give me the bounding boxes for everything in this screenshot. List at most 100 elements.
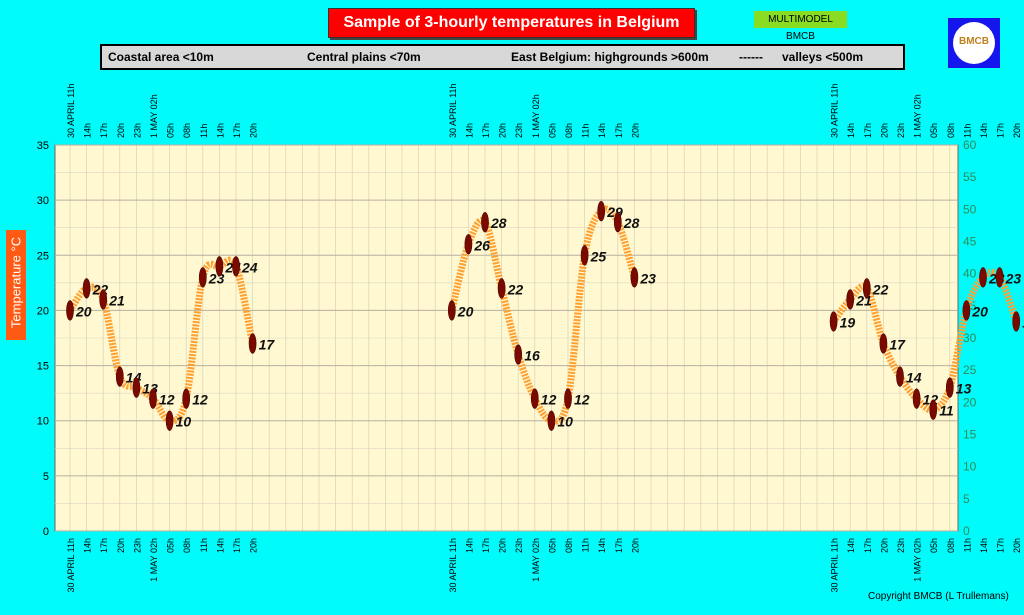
copyright-text: Copyright BMCB (L Trullemans) [868,591,1009,602]
y-left-tick-label: 5 [43,471,49,483]
y-right-tick-label: 55 [963,170,977,184]
y-left-tick-label: 0 [43,526,49,538]
data-point-marker [829,311,838,332]
time-tick-label-bottom: 14h [83,538,93,553]
time-tick-label-top: 20h [630,123,640,138]
y-right-tick-label: 45 [963,235,977,249]
time-tick-label-top: 30 APRIL 11h [830,83,840,138]
time-tick-label-top: 17h [232,123,242,138]
data-point-marker [613,211,622,233]
time-tick-label-top: 20h [1012,123,1022,138]
y-right-tick-label: 60 [963,138,977,152]
time-tick-label-bottom: 20h [249,538,259,553]
region-east-highgrounds: East Belgium: highgrounds >600m [511,50,709,64]
time-tick-label-bottom: 20h [879,538,889,553]
data-point-marker [530,388,539,409]
data-value-label: 12 [541,392,557,408]
y-left-tick-label: 25 [37,250,49,262]
data-value-label: 19 [1022,314,1024,330]
y-right-tick-label: 10 [963,460,977,474]
time-tick-label-bottom: 1 MAY 02h [149,538,159,582]
time-tick-label-top: 1 MAY 02h [149,94,159,138]
data-point-marker [929,399,938,420]
data-point-marker [497,278,506,299]
y-right-tick-label: 0 [963,524,970,538]
time-tick-label-top: 14h [83,123,93,138]
data-value-label: 12 [574,392,590,408]
time-tick-label-bottom: 08h [182,538,192,553]
data-point-marker [198,267,207,288]
time-tick-label-top: 17h [481,123,491,138]
time-tick-label-bottom: 23h [132,538,142,553]
time-tick-label-top: 05h [166,123,176,138]
time-tick-label-bottom: 17h [614,538,624,553]
y-right-tick-label: 15 [963,428,977,442]
time-tick-label-top: 1 MAY 02h [531,94,541,138]
data-point-marker [464,234,473,255]
data-value-label: 11 [939,403,954,419]
time-tick-label-bottom: 05h [547,538,557,553]
logo-text: BMCB [959,36,989,47]
time-tick-label-top: 20h [116,123,126,138]
time-tick-label-bottom: 23h [896,538,906,553]
time-tick-label-bottom: 20h [116,538,126,553]
time-tick-label-top: 17h [614,123,624,138]
time-tick-label-top: 23h [896,123,906,138]
data-value-label: 20 [971,303,988,319]
data-value-label: 13 [956,381,972,397]
data-point-marker [896,366,904,387]
time-tick-label-top: 05h [929,123,939,138]
data-point-marker [979,267,987,288]
data-value-label: 22 [507,281,524,297]
region-coastal: Coastal area <10m [108,50,214,64]
y-right-tick-label: 20 [963,395,977,409]
time-tick-label-top: 14h [846,123,856,138]
y-right-tick-label: 50 [963,202,977,216]
data-point-marker [846,289,855,310]
data-value-label: 28 [490,215,507,231]
bmcb-logo: BMCB [948,18,1000,68]
region-legend: Coastal area <10m Central plains <70m Ea… [100,44,905,70]
data-point-marker [514,344,523,365]
time-tick-label-top: 17h [863,123,873,138]
data-point-marker [912,388,921,409]
data-point-marker [66,300,74,321]
time-tick-label-bottom: 11h [581,538,591,552]
data-value-label: 26 [473,237,490,253]
y-left-tick-label: 10 [37,416,49,428]
time-tick-label-top: 23h [514,123,524,138]
y-right-tick-label: 40 [963,267,977,281]
time-tick-label-bottom: 1 MAY 02h [913,538,923,582]
y-right-tick-label: 25 [963,363,977,377]
data-point-marker [995,267,1004,288]
time-tick-label-top: 1 MAY 02h [913,94,923,138]
time-tick-label-bottom: 14h [464,538,474,553]
data-point-marker [564,388,572,409]
time-tick-label-bottom: 17h [996,538,1006,553]
data-value-label: 16 [524,348,540,364]
time-tick-label-bottom: 17h [481,538,491,553]
data-value-label: 20 [457,303,474,319]
data-point-marker [232,256,240,277]
time-tick-label-top: 17h [99,123,109,138]
data-point-marker [447,300,456,321]
time-tick-label-bottom: 30 APRIL 11h [66,538,76,593]
time-tick-label-bottom: 14h [597,538,607,553]
data-value-label: 17 [259,337,276,353]
time-tick-label-top: 14h [464,123,474,138]
data-point-marker [945,377,954,398]
data-point-marker [115,366,124,387]
data-point-marker [962,300,971,321]
time-tick-label-bottom: 20h [1012,538,1022,553]
time-tick-label-bottom: 11h [199,538,209,552]
time-tick-label-bottom: 14h [215,538,225,553]
data-value-label: 19 [840,314,856,330]
time-tick-label-top: 30 APRIL 11h [66,83,76,138]
data-point-marker [99,289,108,310]
region-central: Central plains <70m [307,50,421,64]
time-tick-label-bottom: 30 APRIL 11h [830,538,840,593]
y-left-tick-label: 30 [37,195,49,207]
time-tick-label-top: 23h [132,123,142,138]
time-tick-label-bottom: 14h [979,538,989,553]
